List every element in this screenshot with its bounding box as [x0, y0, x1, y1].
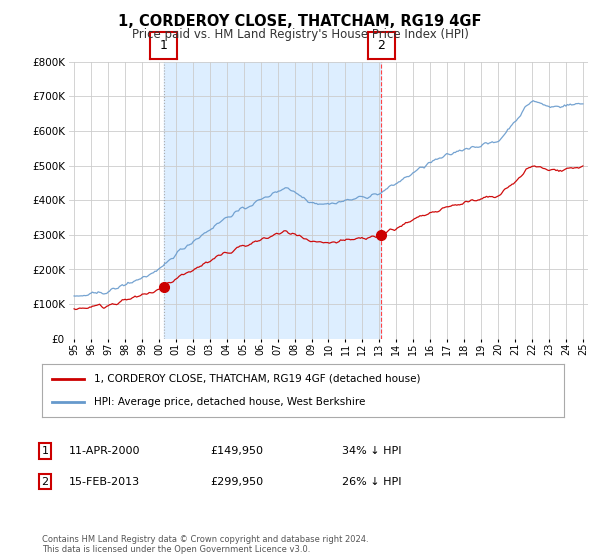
Bar [164, 62, 382, 339]
Text: Price paid vs. HM Land Registry's House Price Index (HPI): Price paid vs. HM Land Registry's House … [131, 28, 469, 41]
Text: £149,950: £149,950 [210, 446, 263, 456]
Text: 15-FEB-2013: 15-FEB-2013 [69, 477, 140, 487]
Text: 1, CORDEROY CLOSE, THATCHAM, RG19 4GF (detached house): 1, CORDEROY CLOSE, THATCHAM, RG19 4GF (d… [94, 374, 421, 384]
Text: £299,950: £299,950 [210, 477, 263, 487]
Text: 11-APR-2000: 11-APR-2000 [69, 446, 140, 456]
Text: 1, CORDEROY CLOSE, THATCHAM, RG19 4GF: 1, CORDEROY CLOSE, THATCHAM, RG19 4GF [118, 14, 482, 29]
Text: Contains HM Land Registry data © Crown copyright and database right 2024.
This d: Contains HM Land Registry data © Crown c… [42, 535, 368, 554]
Text: 2: 2 [377, 39, 385, 52]
Text: 1: 1 [41, 446, 49, 456]
Text: 26% ↓ HPI: 26% ↓ HPI [342, 477, 401, 487]
Text: HPI: Average price, detached house, West Berkshire: HPI: Average price, detached house, West… [94, 397, 365, 407]
Text: 34% ↓ HPI: 34% ↓ HPI [342, 446, 401, 456]
Text: 1: 1 [160, 39, 167, 52]
Text: 2: 2 [41, 477, 49, 487]
